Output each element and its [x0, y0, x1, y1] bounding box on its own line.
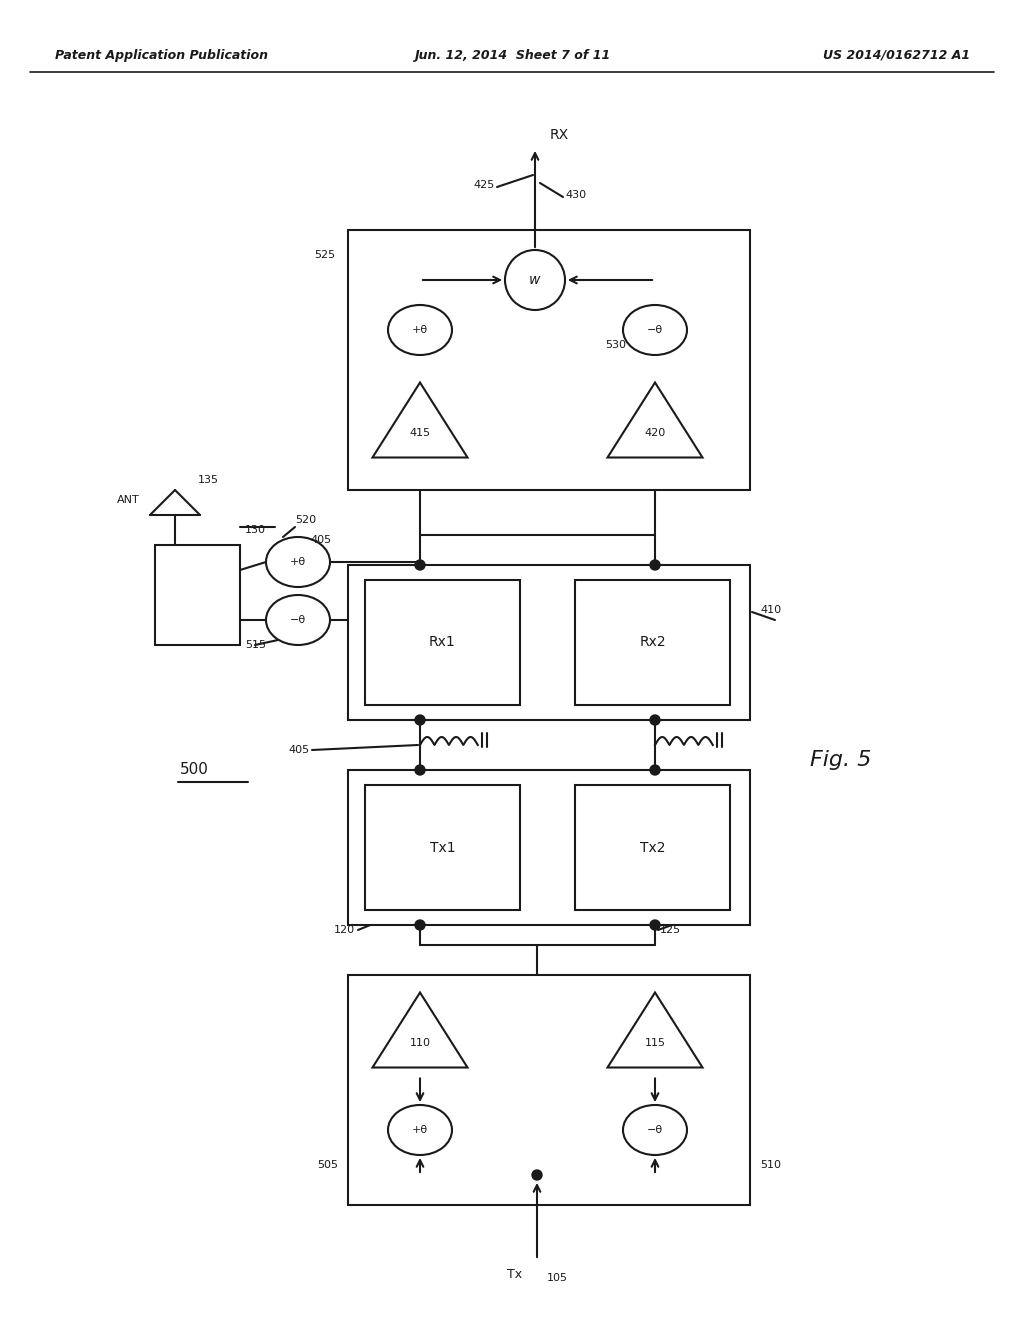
Text: 105: 105: [547, 1272, 568, 1283]
Bar: [348, 565, 750, 719]
Text: +θ: +θ: [290, 557, 306, 568]
Polygon shape: [373, 993, 468, 1068]
Text: 505: 505: [317, 1160, 338, 1170]
Circle shape: [650, 715, 660, 725]
Text: w: w: [529, 273, 541, 286]
Text: 120: 120: [334, 925, 355, 935]
Bar: [575, 785, 730, 909]
Text: Jun. 12, 2014  Sheet 7 of 11: Jun. 12, 2014 Sheet 7 of 11: [414, 49, 610, 62]
Text: 110: 110: [410, 1038, 430, 1048]
Bar: [155, 545, 240, 645]
Text: −θ: −θ: [290, 615, 306, 624]
Text: Tx1: Tx1: [430, 841, 456, 854]
Text: RX: RX: [550, 128, 569, 143]
Text: +θ: +θ: [412, 325, 428, 335]
Bar: [365, 579, 520, 705]
Ellipse shape: [388, 305, 452, 355]
Ellipse shape: [266, 537, 330, 587]
Text: 525: 525: [314, 249, 335, 260]
Text: Patent Application Publication: Patent Application Publication: [55, 49, 268, 62]
Circle shape: [650, 560, 660, 570]
Text: 510: 510: [760, 1160, 781, 1170]
Circle shape: [415, 715, 425, 725]
Text: Rx2: Rx2: [639, 635, 666, 649]
Text: −θ: −θ: [647, 325, 664, 335]
Text: 430: 430: [565, 190, 586, 201]
Text: +θ: +θ: [412, 1125, 428, 1135]
Circle shape: [415, 560, 425, 570]
Circle shape: [532, 1170, 542, 1180]
Text: 135: 135: [198, 475, 218, 484]
Text: 415: 415: [410, 428, 430, 437]
Text: Tx2: Tx2: [640, 841, 666, 854]
Circle shape: [415, 766, 425, 775]
Text: 115: 115: [644, 1038, 666, 1048]
Circle shape: [505, 249, 565, 310]
Text: 405: 405: [310, 535, 331, 545]
Polygon shape: [373, 383, 468, 458]
Text: 515: 515: [245, 640, 266, 649]
Ellipse shape: [623, 1105, 687, 1155]
Text: 425: 425: [474, 180, 495, 190]
Text: 130: 130: [245, 525, 266, 535]
Text: 420: 420: [644, 428, 666, 437]
Circle shape: [415, 920, 425, 931]
Text: −θ: −θ: [647, 1125, 664, 1135]
Circle shape: [650, 920, 660, 931]
Text: Rx1: Rx1: [429, 635, 456, 649]
Text: Fig. 5: Fig. 5: [810, 750, 871, 770]
Polygon shape: [607, 993, 702, 1068]
Circle shape: [650, 766, 660, 775]
Text: Tx: Tx: [507, 1269, 522, 1282]
Bar: [575, 579, 730, 705]
Bar: [348, 230, 750, 490]
Text: US 2014/0162712 A1: US 2014/0162712 A1: [823, 49, 970, 62]
Ellipse shape: [266, 595, 330, 645]
Bar: [348, 975, 750, 1205]
Text: 520: 520: [295, 515, 316, 525]
Bar: [365, 785, 520, 909]
Polygon shape: [607, 383, 702, 458]
Ellipse shape: [388, 1105, 452, 1155]
Text: 125: 125: [660, 925, 681, 935]
Text: 405: 405: [289, 744, 310, 755]
Ellipse shape: [623, 305, 687, 355]
Bar: [348, 770, 750, 925]
Text: 530: 530: [605, 341, 626, 350]
Text: ANT: ANT: [118, 495, 140, 506]
Text: 410: 410: [760, 605, 781, 615]
Text: 500: 500: [180, 763, 209, 777]
